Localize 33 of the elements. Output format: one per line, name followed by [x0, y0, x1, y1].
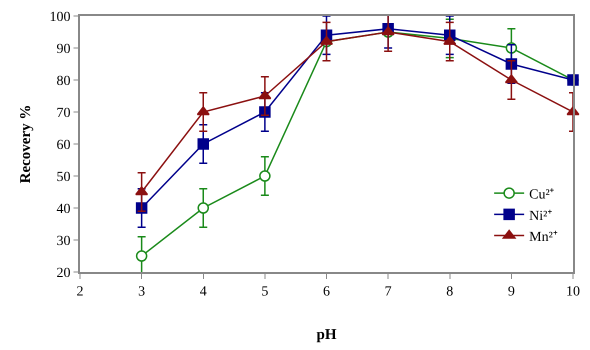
legend-label: Ni²⁺ [529, 208, 552, 224]
point [382, 26, 395, 36]
y-tick-label: 100 [49, 10, 70, 25]
x-tick-label: 7 [384, 284, 392, 300]
point [135, 186, 148, 196]
x-tick-label: 9 [508, 284, 515, 300]
point [443, 36, 456, 45]
legend-label: Mn²⁺ [529, 230, 558, 245]
x-tick-label: 2 [76, 284, 84, 300]
point [259, 170, 271, 182]
y-tick-label: 60 [56, 138, 70, 153]
y-tick-label: 20 [56, 266, 70, 281]
x-tick-label: 10 [566, 284, 580, 300]
x-tick-label: 3 [138, 284, 146, 300]
point [198, 202, 209, 214]
x-tick-label: 4 [200, 284, 207, 300]
x-axis-title: pH [316, 327, 337, 344]
y-tick-label: 30 [56, 234, 70, 249]
y-tick-label: 90 [56, 42, 70, 57]
x-tick-label: 6 [323, 284, 330, 300]
point [258, 90, 272, 100]
point [198, 138, 209, 150]
point [504, 74, 518, 84]
point [196, 106, 210, 116]
y-tick-label: 80 [56, 74, 70, 89]
x-tick-label: 8 [446, 284, 454, 300]
legend-label: Cu²⁺ [529, 188, 555, 203]
y-tick-label: 50 [56, 170, 70, 185]
y-axis-title: Recovery % [18, 104, 34, 184]
point [136, 250, 148, 262]
y-tick-label: 70 [56, 106, 70, 121]
y-tick-label: 40 [56, 202, 70, 217]
x-tick-label: 5 [261, 284, 268, 300]
